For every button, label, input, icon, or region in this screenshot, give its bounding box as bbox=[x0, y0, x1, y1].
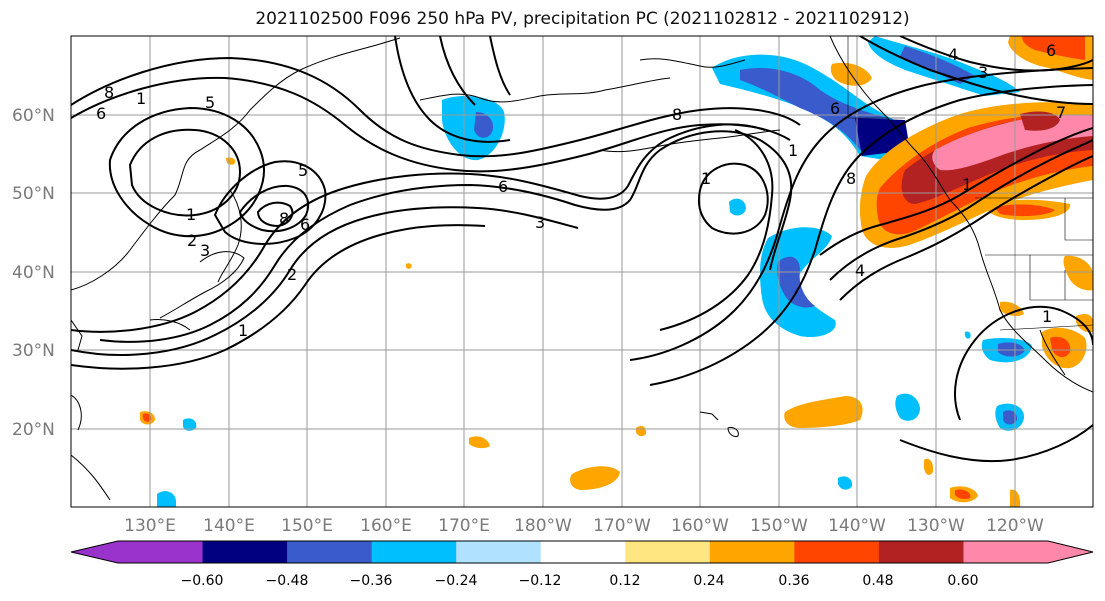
contour-label: 6 bbox=[300, 215, 310, 234]
contour-label: 3 bbox=[200, 241, 210, 260]
contour-label: 8 bbox=[846, 169, 856, 188]
colorbar-tick: −0.24 bbox=[435, 573, 478, 589]
contour-label: 4 bbox=[948, 45, 958, 64]
colorbar-extend-max bbox=[1048, 541, 1093, 563]
precip-positive-shading bbox=[140, 36, 1093, 507]
contour-label: 2 bbox=[187, 231, 197, 250]
contour-label: 8 bbox=[279, 209, 289, 228]
colorbar-outline bbox=[70, 540, 1094, 564]
pv-contours bbox=[71, 36, 1093, 463]
colorbar-segment bbox=[371, 541, 457, 563]
lon-label: 170°E bbox=[438, 516, 490, 536]
contour-label: 8 bbox=[672, 105, 682, 124]
colorbar-segment bbox=[118, 541, 204, 563]
contour-label: 5 bbox=[298, 161, 308, 180]
colorbar-segment bbox=[625, 541, 711, 563]
contour-label: 3 bbox=[978, 63, 988, 82]
lat-label: 30°N bbox=[12, 341, 55, 361]
colorbar bbox=[70, 540, 1094, 564]
colorbar-tick: 0.36 bbox=[778, 573, 809, 589]
colorbar-segment bbox=[456, 541, 542, 563]
contour-label: 1 bbox=[1042, 307, 1052, 326]
colorbar-tick: −0.12 bbox=[519, 573, 562, 589]
contour-label: 1 bbox=[962, 175, 972, 194]
lon-label: 160°W bbox=[671, 516, 729, 536]
lon-label: 170°W bbox=[593, 516, 651, 536]
contour-label: 6 bbox=[96, 104, 106, 123]
contour-label: 1 bbox=[238, 321, 248, 340]
colorbar-segment bbox=[540, 541, 626, 563]
colorbar-segment bbox=[963, 541, 1049, 563]
contour-label: 7 bbox=[1056, 103, 1066, 122]
contour-label: 6 bbox=[1046, 41, 1056, 60]
political-borders bbox=[847, 36, 1093, 331]
lon-label: 180°W bbox=[514, 516, 572, 536]
contour-label: 6 bbox=[498, 177, 508, 196]
colorbar-segment bbox=[709, 541, 795, 563]
contour-label: 1 bbox=[788, 141, 798, 160]
contour-label: 2 bbox=[287, 265, 297, 284]
lat-label: 40°N bbox=[12, 263, 55, 283]
lon-label: 140°W bbox=[828, 516, 886, 536]
graticule bbox=[71, 36, 1093, 507]
contour-label: 3 bbox=[535, 213, 545, 232]
contour-label: 8 bbox=[104, 83, 114, 102]
colorbar-ticks: −0.60 −0.48 −0.36 −0.24 −0.12 0.12 0.24 … bbox=[181, 573, 979, 589]
colorbar-tick: −0.36 bbox=[350, 573, 393, 589]
colorbar-tick: 0.12 bbox=[609, 573, 640, 589]
contour-label: 1 bbox=[186, 205, 196, 224]
contour-labels: 8 1 5 6 1 2 3 8 6 5 2 1 6 3 8 1 1 6 4 8 … bbox=[96, 41, 1066, 340]
colorbar-tick: 0.48 bbox=[862, 573, 893, 589]
lon-label: 150°W bbox=[750, 516, 808, 536]
colorbar-tick: −0.60 bbox=[181, 573, 224, 589]
lon-label: 130°W bbox=[907, 516, 965, 536]
colorbar-extend-min bbox=[71, 541, 118, 563]
contour-label: 1 bbox=[701, 169, 711, 188]
lon-label: 120°W bbox=[986, 516, 1044, 536]
lat-label: 50°N bbox=[12, 184, 55, 204]
lat-label: 60°N bbox=[12, 106, 55, 126]
contour-label: 6 bbox=[830, 99, 840, 118]
colorbar-segment bbox=[878, 541, 964, 563]
lon-label: 140°E bbox=[203, 516, 255, 536]
longitude-labels: 130°E 140°E 150°E 160°E 170°E 180°W 170°… bbox=[124, 516, 1044, 536]
contour-label: 4 bbox=[855, 261, 865, 280]
contour-label: 5 bbox=[205, 93, 215, 112]
colorbar-segment bbox=[202, 541, 288, 563]
plot-title: 2021102500 F096 250 hPa PV, precipitatio… bbox=[255, 9, 910, 29]
lon-label: 130°E bbox=[124, 516, 176, 536]
lat-label: 20°N bbox=[12, 420, 55, 440]
colorbar-tick: −0.48 bbox=[266, 573, 309, 589]
colorbar-tick: 0.60 bbox=[947, 573, 978, 589]
lon-label: 150°E bbox=[281, 516, 333, 536]
colorbar-segment bbox=[794, 541, 880, 563]
colorbar-segment bbox=[287, 541, 373, 563]
latitude-labels: 60°N 50°N 40°N 30°N 20°N bbox=[12, 106, 55, 440]
lon-label: 160°E bbox=[360, 516, 412, 536]
colorbar-tick: 0.24 bbox=[693, 573, 724, 589]
contour-label: 1 bbox=[136, 89, 146, 108]
map-border bbox=[70, 35, 1094, 508]
